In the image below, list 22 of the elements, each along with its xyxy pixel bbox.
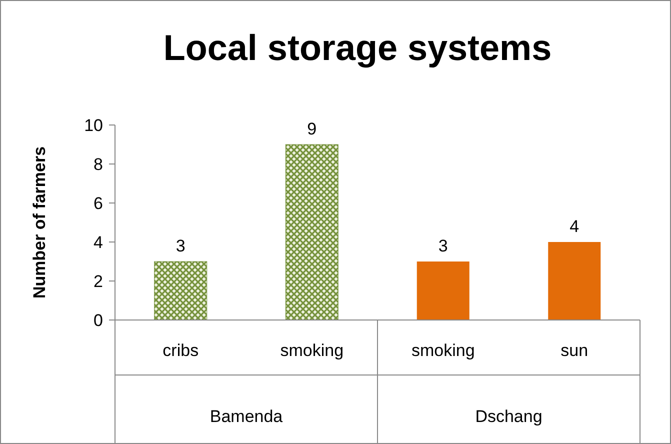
data-label: 3: [438, 236, 448, 256]
bar: [416, 262, 470, 320]
bar: [285, 144, 338, 320]
chart-title: Local storage systems: [163, 27, 552, 68]
y-tick-label: 6: [94, 194, 103, 213]
data-label: 4: [570, 217, 580, 236]
y-tick-label: 0: [94, 311, 103, 330]
text: Dschang: [475, 407, 542, 426]
y-axis-title: Number of farmers: [30, 146, 49, 299]
bar: [154, 261, 208, 320]
x-tick-label: sun: [560, 341, 588, 360]
y-tick-label: 4: [94, 233, 103, 252]
data-label: 3: [176, 236, 186, 256]
x-tick-label: cribs: [162, 341, 199, 360]
data-label: 9: [307, 120, 317, 138]
x-tick-label: smoking: [411, 341, 475, 360]
bar: [548, 242, 601, 320]
y-tick-label: 8: [94, 155, 103, 174]
y-tick-label: 2: [94, 272, 103, 291]
y-tick-label: 10: [84, 116, 103, 135]
text: Bamenda: [210, 407, 284, 426]
x-tick-label: smoking: [280, 341, 344, 360]
